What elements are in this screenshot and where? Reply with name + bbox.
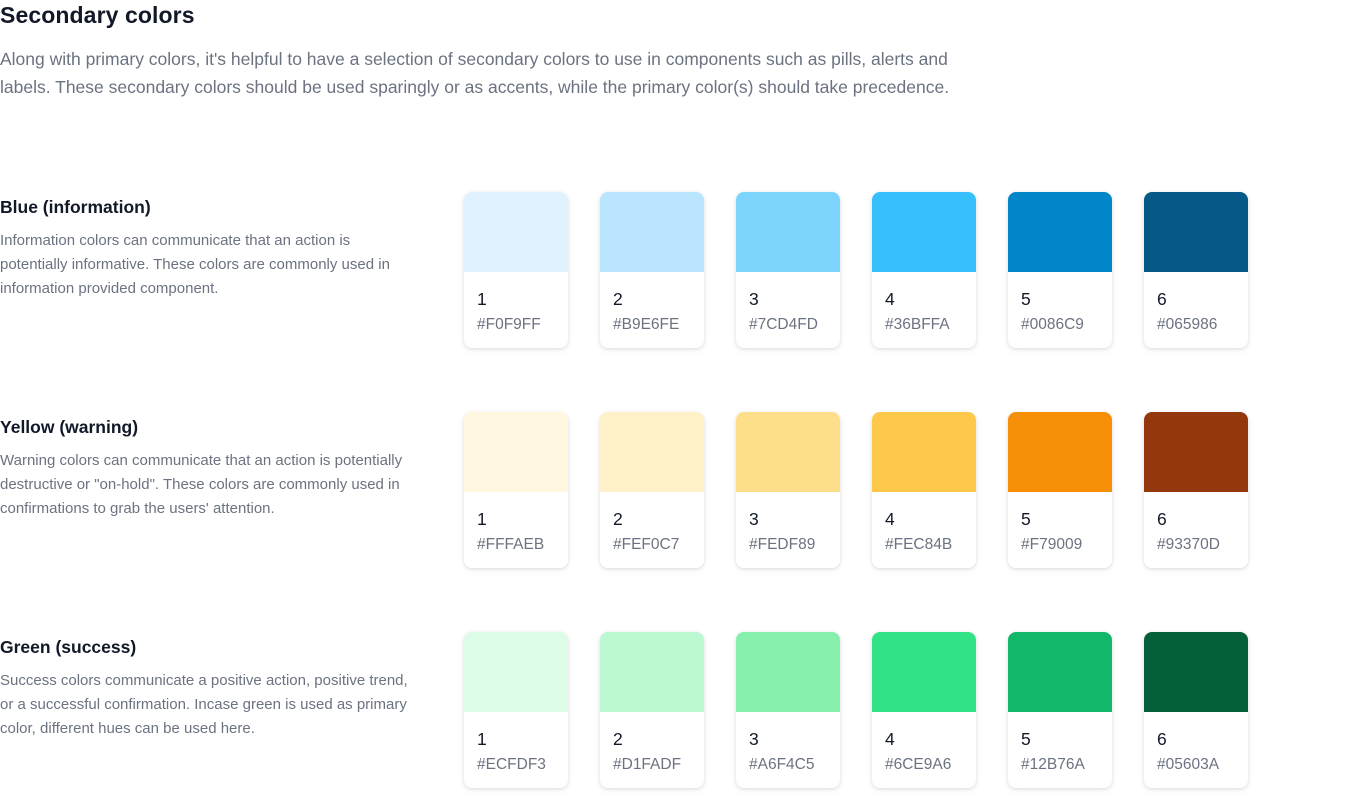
swatch-row: 1 #FFFAEB 2 #FEF0C7 3 #FEDF89 4 #FEC84B 5 #F7… [464, 412, 1248, 568]
swatch-number: 1 [477, 289, 487, 309]
section-description: Success colors communicate a positive ac… [0, 672, 408, 737]
swatch-number: 4 [885, 509, 895, 529]
swatch-hex: #ECFDF3 [477, 756, 546, 773]
swatch-hex: #FEC84B [885, 536, 953, 553]
section-text: Yellow (warning) Warning colors can comm… [0, 412, 410, 521]
swatch-hex: #05603A [1157, 756, 1220, 773]
color-swatch [736, 632, 840, 712]
swatch-hex: #B9E6FE [613, 316, 680, 333]
swatch-card: 1 #FFFAEB [464, 412, 568, 568]
swatch-number: 5 [1021, 729, 1031, 749]
color-swatch [600, 632, 704, 712]
swatch-number: 1 [477, 729, 487, 749]
swatch-hex: #7CD4FD [749, 316, 818, 333]
swatch-card: 4 #FEC84B [872, 412, 976, 568]
swatch-card: 2 #FEF0C7 [600, 412, 704, 568]
swatch-hex: #FEDF89 [749, 536, 816, 553]
swatch-card: 5 #0086C9 [1008, 192, 1112, 348]
swatch-card: 2 #B9E6FE [600, 192, 704, 348]
swatch-hex: #F79009 [1021, 536, 1083, 553]
swatch-hex: #6CE9A6 [885, 756, 952, 773]
swatch-hex: #12B76A [1021, 756, 1085, 773]
section-text: Green (success) Success colors communica… [0, 632, 410, 741]
swatch-number: 1 [477, 509, 487, 529]
swatch-number: 2 [613, 289, 623, 309]
swatch-number: 6 [1157, 509, 1167, 529]
swatch-card: 1 #F0F9FF [464, 192, 568, 348]
swatch-card: 1 #ECFDF3 [464, 632, 568, 788]
color-swatch [1008, 632, 1112, 712]
section-title: Blue (information) [0, 197, 151, 217]
section-green: Green (success) Success colors communica… [0, 632, 1370, 812]
swatch-number: 2 [613, 509, 623, 529]
section-title: Green (success) [0, 637, 137, 657]
swatch-card: 4 #36BFFA [872, 192, 976, 348]
swatch-hex: #0086C9 [1021, 316, 1084, 333]
swatch-number: 6 [1157, 289, 1167, 309]
section-blue: Blue (information) Information colors ca… [0, 192, 1370, 372]
swatch-hex: #FEF0C7 [613, 536, 680, 553]
color-swatch [872, 192, 976, 272]
color-swatch [1144, 632, 1248, 712]
color-swatch [600, 412, 704, 492]
swatch-card: 6 #93370D [1144, 412, 1248, 568]
swatch-number: 5 [1021, 289, 1031, 309]
swatch-card: 5 #F79009 [1008, 412, 1112, 568]
color-swatch [1008, 192, 1112, 272]
color-swatch [1144, 192, 1248, 272]
color-swatch [872, 412, 976, 492]
swatch-number: 4 [885, 289, 895, 309]
swatch-hex: #93370D [1157, 536, 1220, 553]
swatch-hex: #FFFAEB [477, 536, 545, 553]
swatch-number: 3 [749, 509, 759, 529]
swatch-number: 5 [1021, 509, 1031, 529]
swatch-hex: #D1FADF [613, 756, 682, 773]
color-swatch [736, 192, 840, 272]
swatch-card: 6 #065986 [1144, 192, 1248, 348]
section-title: Yellow (warning) [0, 417, 139, 437]
intro-paragraph: Along with primary colors, it's helpful … [0, 49, 950, 97]
swatch-hex: #065986 [1157, 316, 1218, 333]
color-swatch [1144, 412, 1248, 492]
swatch-hex: #36BFFA [885, 316, 950, 333]
swatch-card: 3 #7CD4FD [736, 192, 840, 348]
color-swatch [600, 192, 704, 272]
color-swatch [736, 412, 840, 492]
swatch-number: 3 [749, 289, 759, 309]
swatch-card: 2 #D1FADF [600, 632, 704, 788]
swatch-number: 2 [613, 729, 623, 749]
swatch-card: 5 #12B76A [1008, 632, 1112, 788]
color-swatch [464, 412, 568, 492]
section-text: Blue (information) Information colors ca… [0, 192, 410, 301]
section-yellow: Yellow (warning) Warning colors can comm… [0, 412, 1370, 592]
swatch-row: 1 #F0F9FF 2 #B9E6FE 3 #7CD4FD 4 #36BFFA 5 #00… [464, 192, 1248, 348]
swatch-card: 3 #FEDF89 [736, 412, 840, 568]
swatch-row: 1 #ECFDF3 2 #D1FADF 3 #A6F4C5 4 #6CE9A6 5 #12… [464, 632, 1248, 788]
section-description: Warning colors can communicate that an a… [0, 452, 403, 517]
section-description: Information colors can communicate that … [0, 232, 390, 297]
swatch-card: 4 #6CE9A6 [872, 632, 976, 788]
swatch-number: 3 [749, 729, 759, 749]
swatch-card: 6 #05603A [1144, 632, 1248, 788]
swatch-hex: #A6F4C5 [749, 756, 815, 773]
swatch-number: 4 [885, 729, 895, 749]
swatch-card: 3 #A6F4C5 [736, 632, 840, 788]
color-swatch [464, 632, 568, 712]
page-title: Secondary colors [0, 2, 195, 28]
color-swatch [464, 192, 568, 272]
swatch-hex: #F0F9FF [477, 316, 541, 333]
color-swatch [1008, 412, 1112, 492]
swatch-number: 6 [1157, 729, 1167, 749]
color-swatch [872, 632, 976, 712]
